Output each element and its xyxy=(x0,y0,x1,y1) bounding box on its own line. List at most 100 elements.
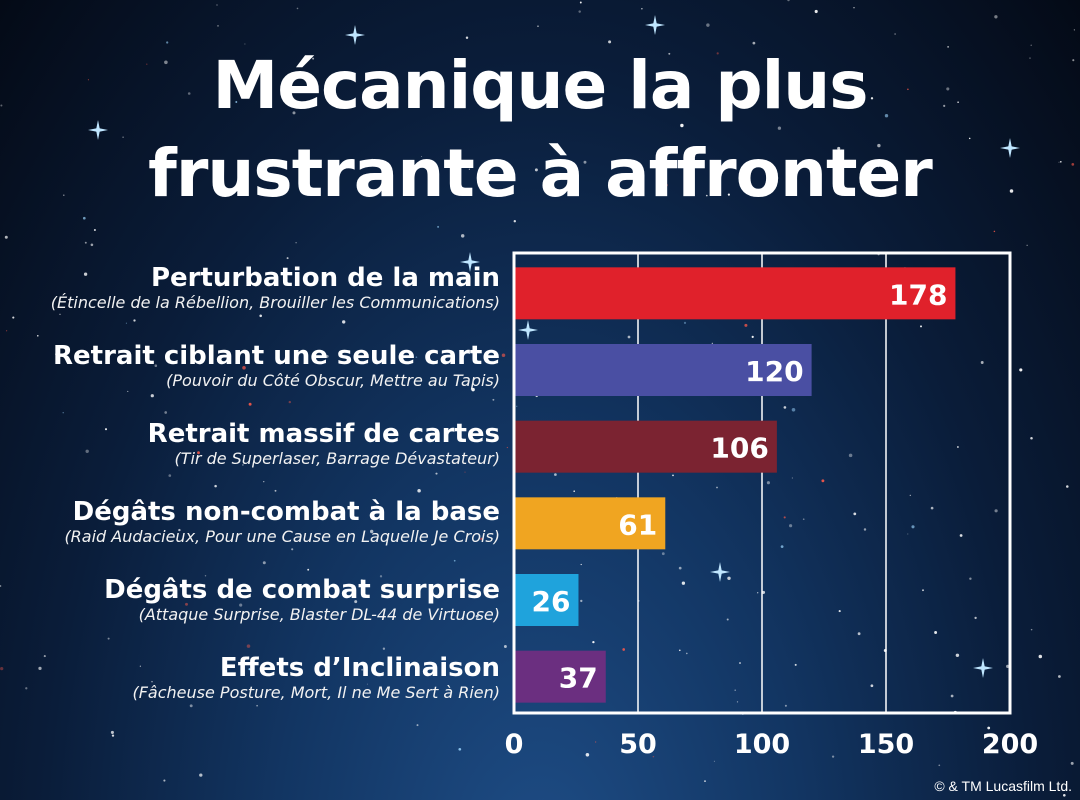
star xyxy=(222,509,224,511)
star xyxy=(959,534,963,537)
bar xyxy=(514,267,956,320)
star xyxy=(894,33,896,35)
star xyxy=(379,575,383,578)
star xyxy=(151,680,153,683)
star xyxy=(853,7,855,9)
category-label-1: Perturbation de la main (Étincelle de la… xyxy=(0,263,500,313)
star xyxy=(837,146,841,150)
sparkle-star xyxy=(460,252,480,272)
star xyxy=(938,764,941,767)
star xyxy=(146,63,148,65)
bar xyxy=(514,344,812,396)
category-name: Retrait ciblant une seule carte xyxy=(53,341,500,371)
star xyxy=(217,25,219,27)
star xyxy=(548,96,551,99)
star xyxy=(37,335,39,337)
star xyxy=(752,41,756,45)
star xyxy=(168,474,172,477)
star xyxy=(164,411,168,414)
star xyxy=(370,158,374,162)
category-examples: (Étincelle de la Rébellion, Brouiller le… xyxy=(50,293,500,312)
category-label-3: Retrait massif de cartes (Tir de Superla… xyxy=(0,419,500,469)
star xyxy=(480,537,483,541)
star xyxy=(224,657,228,661)
star xyxy=(957,101,959,104)
star xyxy=(204,575,207,577)
star xyxy=(122,136,124,139)
star xyxy=(435,472,438,475)
star xyxy=(295,242,297,244)
star xyxy=(907,533,909,535)
star xyxy=(468,168,470,170)
star xyxy=(252,513,255,515)
star xyxy=(680,123,684,128)
star xyxy=(178,528,181,532)
star xyxy=(224,93,227,96)
star xyxy=(82,216,86,220)
x-tick-label: 150 xyxy=(858,729,914,760)
star xyxy=(974,616,977,620)
star xyxy=(580,563,582,566)
star xyxy=(608,40,612,44)
category-examples: (Fâcheuse Posture, Mort, Il ne Me Sert à… xyxy=(132,683,500,702)
category-name: Dégâts de combat surprise xyxy=(104,575,500,605)
star xyxy=(458,747,462,751)
bar xyxy=(514,420,777,473)
category-name: Dégâts non-combat à la base xyxy=(72,497,500,527)
star xyxy=(139,665,141,667)
star xyxy=(734,689,736,691)
star xyxy=(920,325,922,328)
star xyxy=(705,194,708,197)
star xyxy=(537,25,539,27)
star xyxy=(214,515,217,517)
star xyxy=(1026,244,1028,246)
star xyxy=(150,394,154,398)
star xyxy=(994,15,998,19)
star xyxy=(877,164,880,168)
category-examples: (Tir de Superlaser, Barrage Dévastateur) xyxy=(174,449,500,468)
star xyxy=(242,366,246,370)
star xyxy=(166,41,169,44)
star xyxy=(681,581,686,585)
star xyxy=(870,97,874,100)
star xyxy=(571,80,573,82)
star xyxy=(727,576,731,581)
star xyxy=(739,662,741,664)
star xyxy=(87,79,89,81)
star xyxy=(475,614,479,618)
star xyxy=(1009,189,1014,193)
star xyxy=(1058,161,1060,163)
star xyxy=(127,390,129,392)
star xyxy=(794,663,797,666)
star xyxy=(227,81,231,84)
star xyxy=(968,137,971,140)
star xyxy=(244,43,246,45)
star xyxy=(884,114,889,118)
star xyxy=(288,400,291,404)
star xyxy=(187,92,191,95)
star xyxy=(1066,485,1069,488)
star xyxy=(84,241,87,244)
category-label-5: Dégâts de combat surprise (Attaque Surpr… xyxy=(0,575,500,625)
x-tick-label: 0 xyxy=(505,729,524,760)
star xyxy=(911,525,915,529)
star xyxy=(43,655,46,658)
star xyxy=(934,631,938,634)
star xyxy=(802,518,805,521)
star xyxy=(197,451,200,455)
star xyxy=(950,694,954,698)
bar xyxy=(514,650,606,703)
star xyxy=(242,464,244,466)
star xyxy=(777,126,782,130)
star xyxy=(641,8,643,10)
star xyxy=(578,10,581,13)
star xyxy=(668,52,671,55)
star xyxy=(678,566,682,570)
star xyxy=(262,561,266,565)
star xyxy=(1058,675,1061,678)
star xyxy=(946,87,950,91)
category-examples: (Attaque Surprise, Blaster DL-44 de Virt… xyxy=(138,605,500,624)
star xyxy=(154,364,158,367)
bar-value-label: 178 xyxy=(889,278,947,311)
star xyxy=(716,486,718,489)
